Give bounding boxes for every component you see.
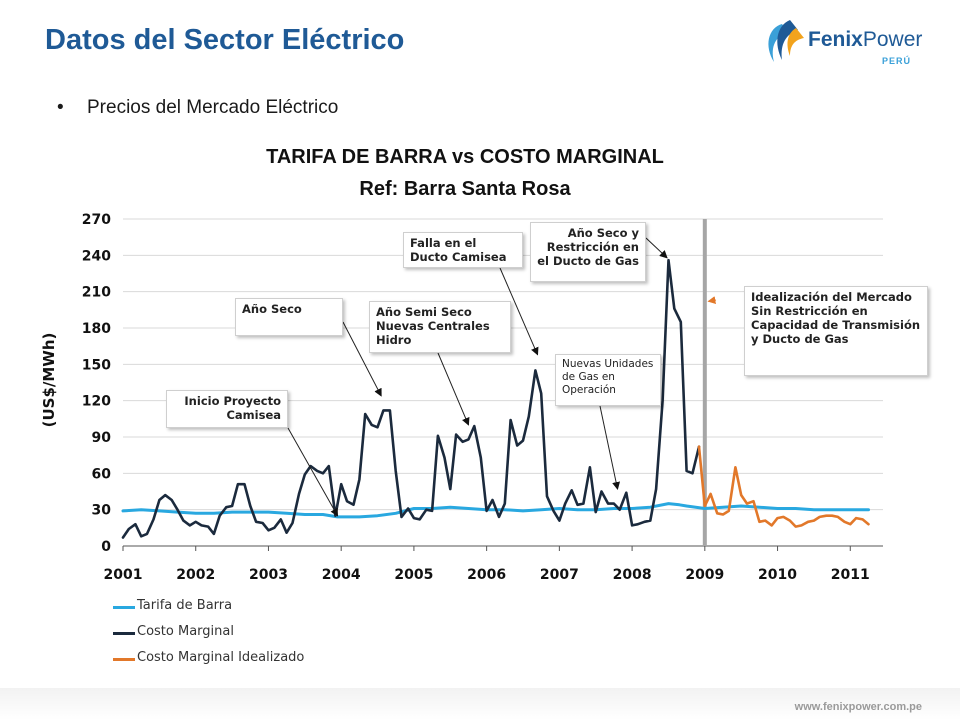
- page-title: Datos del Sector Eléctrico: [45, 24, 405, 56]
- y-tick-label: 240: [82, 248, 111, 264]
- x-tick-label: 2004: [322, 567, 361, 583]
- x-tick-label: 2007: [540, 567, 579, 583]
- bullet-dot-icon: •: [57, 97, 64, 118]
- y-tick-label: 150: [82, 357, 111, 373]
- x-tick-label: 2003: [249, 567, 288, 583]
- annotation-arrow: [499, 267, 539, 356]
- y-tick-label: 210: [82, 285, 111, 301]
- annotation-arrow: [707, 296, 717, 305]
- annotation-box: Nuevas Unidades de Gas en Operación: [555, 354, 661, 406]
- y-tick-label: 180: [82, 321, 111, 337]
- bullet-text: Precios del Mercado Eléctrico: [87, 97, 339, 118]
- annotation-box: Falla en el Ducto Camisea: [403, 232, 523, 268]
- x-tick-label: 2001: [104, 567, 143, 583]
- fenix-flame-icon: [768, 20, 804, 62]
- logo-country: PERÚ: [882, 56, 912, 66]
- x-tick-label: 2008: [613, 567, 652, 583]
- legend-swatch-tarifa: [113, 606, 135, 609]
- bullet-item: • Precios del Mercado Eléctrico: [57, 97, 338, 119]
- logo-text: FenixPower: [808, 28, 923, 51]
- x-tick-label: 2009: [685, 567, 724, 583]
- annotation-box: Idealización del Mercado Sin Restricción…: [744, 286, 928, 376]
- footer-bar: [0, 688, 960, 720]
- legend-label: Tarifa de Barra: [137, 598, 233, 613]
- x-tick-label: 2006: [467, 567, 506, 583]
- y-tick-label: 270: [82, 212, 111, 228]
- x-tick-label: 2005: [394, 567, 433, 583]
- annotation-box: Año Seco: [235, 298, 343, 336]
- annotation-arrow: [599, 405, 621, 491]
- y-tick-label: 0: [101, 539, 111, 555]
- x-tick-label: 2011: [831, 567, 870, 583]
- annotation-arrow: [287, 427, 339, 517]
- y-tick-label: 120: [82, 394, 111, 410]
- annotation-arrow: [645, 237, 668, 259]
- footer-url[interactable]: www.fenixpower.com.pe: [794, 701, 922, 713]
- y-tick-label: 30: [92, 503, 112, 519]
- series-line-costo-marginal: [121, 258, 701, 539]
- legend-swatch-costo: [113, 632, 135, 635]
- annotation-box: Año Seco y Restricción en el Ducto de Ga…: [530, 222, 646, 282]
- legend-swatch-idealizado: [113, 658, 135, 661]
- annotation-arrow: [437, 352, 470, 426]
- annotation-arrow: [342, 321, 382, 397]
- company-logo: FenixPower PERÚ: [760, 16, 930, 76]
- legend-label: Costo Marginal Idealizado: [137, 650, 305, 665]
- legend-label: Costo Marginal: [137, 624, 234, 639]
- annotation-box: Inicio Proyecto Camisea: [166, 390, 288, 428]
- chart-title: TARIFA DE BARRA vs COSTO MARGINAL: [266, 146, 664, 168]
- y-tick-label: 90: [92, 430, 112, 446]
- x-tick-label: 2002: [176, 567, 215, 583]
- y-tick-label: 60: [92, 466, 112, 482]
- y-axis-label: (US$/MWh): [40, 333, 58, 428]
- series-line-costo-idealizado: [697, 445, 870, 528]
- x-tick-label: 2010: [758, 567, 797, 583]
- chart-subtitle: Ref: Barra Santa Rosa: [359, 178, 571, 200]
- annotation-box: Año Semi Seco Nuevas Centrales Hidro: [369, 301, 511, 353]
